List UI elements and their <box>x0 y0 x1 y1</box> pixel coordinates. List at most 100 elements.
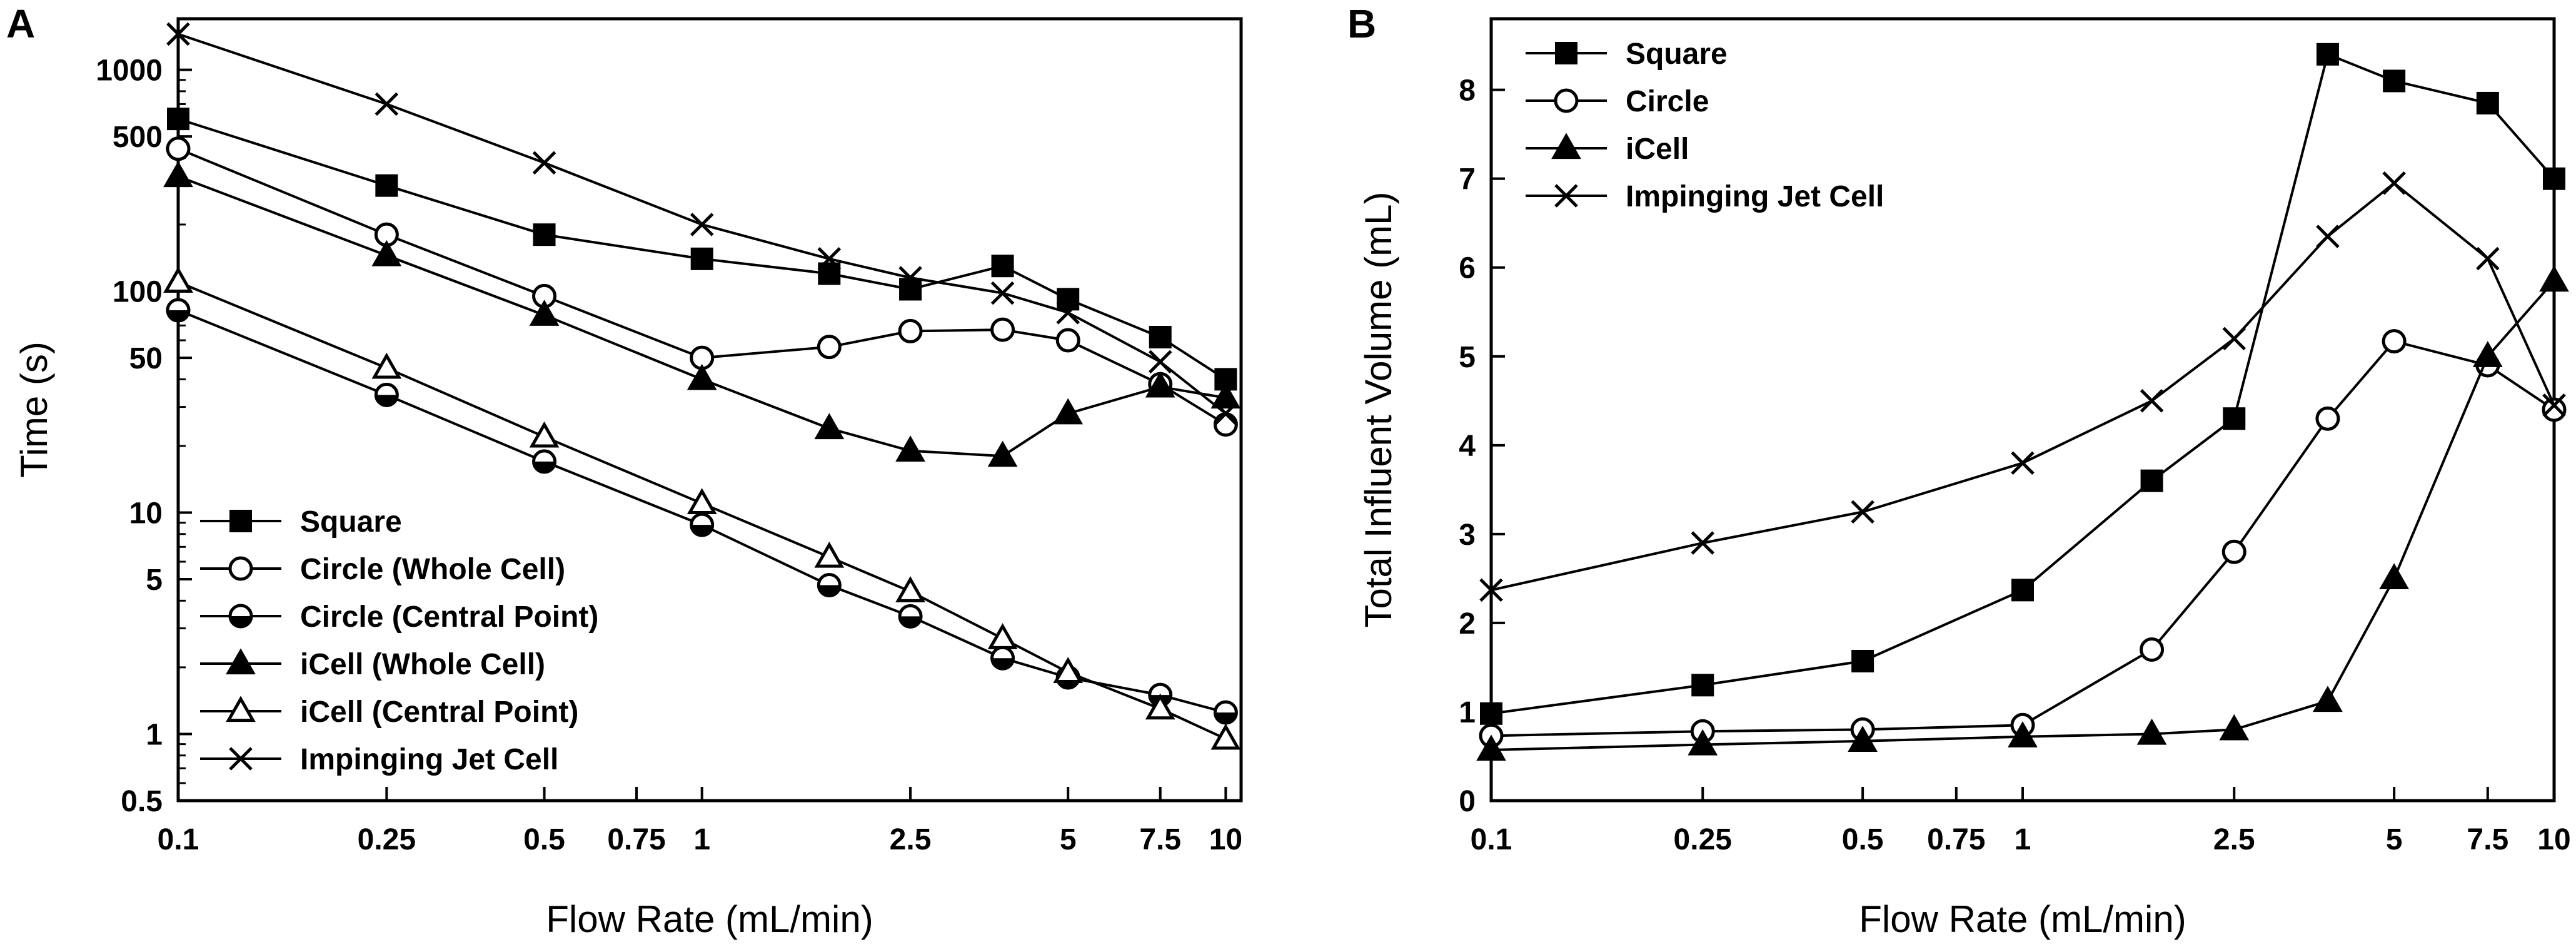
b-series-square-point <box>2383 69 2406 93</box>
a-series-impinging-jet-cell-point-stroke-2 <box>166 22 190 46</box>
a-series-impinging-jet-cell-point-stroke-2 <box>690 213 714 236</box>
b-series-square-point <box>2011 579 2034 602</box>
panel-a-axes: 0.1 0.25 0.5 0.75 1 2.5 5 7.5 10 0.5 1 5 10 50 100 500 1… <box>96 54 1242 856</box>
panel-b-axes: 0.1 0.25 0.5 0.75 1 2.5 5 7.5 10 0 1 2 3 4 5 6 7 8 <box>1459 74 2570 856</box>
a-x-tick-label: 1 <box>693 823 710 856</box>
b-series-impinging-jet-cell-point-stroke-2 <box>2382 171 2406 195</box>
b-legend-square-label: Square <box>1626 38 1728 71</box>
a-series-circle-central-point-point <box>166 298 191 323</box>
b-legend-square-marker <box>1555 42 1577 64</box>
b-series-impinging-jet-cell-point <box>1479 578 1503 602</box>
a-series-impinging-jet-cell-point-stroke-2 <box>898 266 922 290</box>
a-series-icell-whole-cell-point <box>163 161 193 188</box>
b-series-impinging-jet-cell <box>1479 171 2566 602</box>
a-series-circle-central-point-point <box>1213 700 1238 725</box>
a-series-impinging-jet-cell-point-stroke-2 <box>1056 301 1080 325</box>
a-y-tick-label: 10 <box>129 497 163 530</box>
b-series-circle-point <box>2140 637 2165 662</box>
a-legend-icell-whole-cell-marker <box>226 648 256 675</box>
a-series-icell-central-point-point <box>1210 723 1241 750</box>
b-y-tick-label: 0 <box>1459 785 1476 818</box>
panel-a-legend: Square Circle (Whole Cell) Circle (Central… <box>200 505 598 776</box>
b-series-square-point <box>1851 649 1874 672</box>
a-series-icell-central-point-point <box>814 541 845 568</box>
a-legend-impinging-jet-cell-label: Impinging Jet Cell <box>300 743 558 776</box>
a-series-circle-central-point-point-half <box>691 525 713 536</box>
a-x-tick-label: 10 <box>1209 823 1242 856</box>
a-y-tick-label: 1000 <box>96 54 163 88</box>
b-x-tick-label: 0.25 <box>1674 823 1732 856</box>
a-series-icell-whole-cell-point <box>987 440 1018 467</box>
a-series-icell-whole-cell-point <box>814 413 845 440</box>
b-x-tick-label: 0.75 <box>1927 823 1985 856</box>
a-series-circle-whole-cell-point <box>166 136 191 161</box>
b-series-circle-point <box>2221 539 2246 564</box>
b-legend-icell-label: iCell <box>1626 133 1689 166</box>
b-series-impinging-jet-cell-point <box>2476 246 2500 271</box>
a-series-impinging-jet-cell-point <box>690 213 714 236</box>
b-y-tick-label: 1 <box>1459 696 1476 729</box>
a-legend-circle-whole-cell-label: Circle (Whole Cell) <box>300 553 565 586</box>
b-legend-impinging-jet-cell-marker <box>1554 184 1578 208</box>
a-series-impinging-jet-cell-point-stroke-2 <box>817 247 842 271</box>
a-legend-icell-central-point-marker <box>226 696 256 722</box>
a-series-impinging-jet-cell-point <box>166 22 190 46</box>
a-series-square-point <box>1149 326 1172 349</box>
b-series-impinging-jet-cell-point-stroke-2 <box>2476 246 2500 271</box>
a-series-icell-central-point-point <box>371 352 402 379</box>
a-legend-impinging-jet-cell-marker <box>229 747 253 771</box>
b-series-impinging-jet-cell-line <box>1491 181 2555 592</box>
a-series-square-point <box>899 278 922 301</box>
panel-a-x-axis-title: Flow Rate (mL/min) <box>546 898 873 940</box>
a-legend-impinging-jet-cell: Impinging Jet Cell <box>200 743 558 776</box>
b-legend-icell: iCell <box>1526 133 1689 166</box>
b-series-icell <box>1476 265 2569 761</box>
a-legend-square: Square <box>200 505 402 539</box>
a-series-circle-whole-cell <box>166 136 1238 437</box>
a-series-icell-central-point-point <box>1053 657 1084 683</box>
a-series-impinging-jet-cell-point <box>1148 350 1172 374</box>
a-series-circle-central-point-point <box>690 512 715 537</box>
a-y-tick-label: 5 <box>146 564 163 597</box>
a-series-circle-whole-cell-point <box>817 335 842 360</box>
a-legend-circle-central-point-marker-half <box>230 616 251 627</box>
b-legend-circle-label: Circle <box>1626 85 1709 118</box>
b-series-impinging-jet-cell-point <box>2140 389 2164 413</box>
a-legend-square-label: Square <box>300 505 402 539</box>
b-y-tick-label: 7 <box>1459 163 1476 196</box>
a-series-circle-central-point-point <box>898 604 923 629</box>
b-series-icell-point <box>2008 721 2038 747</box>
a-series-circle-whole-cell-point <box>898 318 923 343</box>
b-y-tick-label: 8 <box>1459 74 1476 108</box>
b-series-impinging-jet-cell-point <box>1691 531 1715 555</box>
b-y-tick-label: 3 <box>1459 519 1476 552</box>
a-series-square-point <box>690 247 713 270</box>
panel-a-plot-frame <box>176 17 1243 803</box>
a-series-circle-whole-cell-point <box>1055 328 1080 353</box>
b-x-tick-label: 0.5 <box>1842 823 1884 856</box>
panel-b-series <box>1476 43 2569 761</box>
a-series-impinging-jet-cell-point <box>1214 402 1238 425</box>
b-series-impinging-jet-cell-point-stroke-2 <box>2542 393 2566 417</box>
a-series-impinging-jet-cell-point-stroke-2 <box>1214 402 1238 425</box>
b-x-tick-label: 2.5 <box>2213 823 2255 856</box>
b-series-icell-point <box>1848 726 1878 752</box>
a-legend-impinging-jet-cell-marker-stroke-2 <box>229 747 253 771</box>
a-series-circle-central-point-point-half <box>818 585 840 596</box>
a-legend-icell-whole-cell: iCell (Whole Cell) <box>200 648 545 681</box>
panel-b-x-axis-title: Flow Rate (mL/min) <box>1859 898 2186 940</box>
b-series-impinging-jet-cell-point-stroke-2 <box>2316 225 2340 248</box>
a-series-icell-whole-cell <box>163 161 1241 467</box>
a-series-impinging-jet-cell-line <box>178 33 1227 415</box>
a-series-square-point <box>533 223 556 246</box>
a-series-icell-central-point-point <box>987 623 1018 649</box>
b-y-tick-label: 6 <box>1459 252 1476 285</box>
b-series-circle-line <box>1491 340 2555 737</box>
a-series-square-point <box>167 108 189 131</box>
b-series-circle <box>1479 329 2567 748</box>
b-series-icell-point <box>2379 563 2409 590</box>
b-series-impinging-jet-cell-point <box>1851 500 1874 524</box>
a-series-square-point <box>375 174 398 197</box>
b-series-icell-point <box>2219 714 2250 741</box>
b-y-tick-label: 2 <box>1459 607 1476 641</box>
